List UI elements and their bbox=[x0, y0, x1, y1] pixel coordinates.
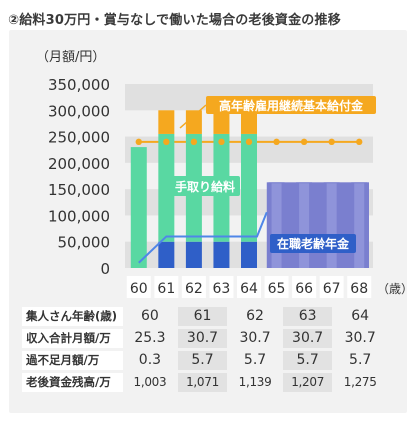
table-cell: 61 bbox=[177, 306, 228, 326]
table-cell: 1,003 bbox=[133, 375, 167, 389]
annotation-bg bbox=[206, 96, 376, 114]
reference-point bbox=[163, 138, 170, 146]
x-tick-box bbox=[264, 276, 289, 298]
table-cell: 25.3 bbox=[134, 330, 166, 346]
x-tick-label: 61 bbox=[157, 281, 175, 297]
x-tick-label: 65 bbox=[268, 281, 286, 297]
table-cell: 60 bbox=[141, 308, 159, 324]
table-cell: 30.7 bbox=[239, 330, 271, 346]
table-cell: 0.3 bbox=[138, 352, 162, 368]
table-cell: 64 bbox=[351, 308, 370, 324]
x-tick-label: 62 bbox=[185, 281, 203, 297]
table-cell: 1,139 bbox=[238, 375, 272, 389]
bar-segment bbox=[158, 241, 175, 268]
row-label: 収入合計月額/万 bbox=[22, 328, 124, 348]
x-tick-box bbox=[237, 276, 261, 298]
x-tick-box bbox=[209, 276, 234, 298]
pension-block bbox=[266, 182, 369, 268]
reference-point bbox=[245, 138, 253, 146]
x-tick-label: 63 bbox=[213, 281, 231, 297]
x-tick-box bbox=[292, 276, 317, 298]
reference-point bbox=[273, 138, 280, 146]
table-cell: 30.7 bbox=[177, 328, 228, 348]
x-axis-suffix: （歳） bbox=[377, 282, 413, 296]
pension-stripe bbox=[299, 183, 310, 268]
bar-segment bbox=[185, 241, 202, 268]
row-label: 過不足月額/万 bbox=[22, 350, 124, 370]
x-tick-label: 60 bbox=[130, 281, 148, 297]
y-tick-label: 350,000 bbox=[48, 76, 110, 94]
x-tick-box bbox=[154, 276, 179, 298]
bar-segment bbox=[158, 110, 175, 134]
annotation-label: 高年齢雇用継続基本給付金 bbox=[219, 98, 364, 113]
pension-stripe bbox=[326, 183, 337, 268]
page-title: ②給料30万円・賞与なしで働いた場合の老後資金の推移 bbox=[8, 13, 341, 28]
x-tick-label: 64 bbox=[240, 281, 258, 297]
table-cell: 5.7 bbox=[349, 352, 372, 368]
data-table: 集人さん年齢(歳) 60 61 62 63 64 収入合計月額/万 25.3 3… bbox=[22, 305, 388, 393]
annotation-bg bbox=[270, 234, 356, 253]
table-cell: 5.7 bbox=[243, 352, 267, 368]
table-cell: 5.7 bbox=[282, 350, 333, 370]
table-cell: 1,071 bbox=[177, 372, 228, 392]
row-label: 老後資金残高/万 bbox=[22, 372, 124, 392]
table-cell: 62 bbox=[246, 308, 264, 324]
y-tick-label: 150,000 bbox=[48, 181, 110, 199]
y-tick-label: 100,000 bbox=[48, 207, 110, 225]
table-row-balance: 老後資金残高/万 1,003 1,071 1,139 1,207 1,275 bbox=[22, 371, 388, 393]
y-tick-label: 250,000 bbox=[48, 129, 110, 147]
table-cell: 1,207 bbox=[282, 372, 333, 392]
bar-segment bbox=[158, 133, 175, 242]
bar-segment bbox=[213, 241, 230, 268]
reference-point bbox=[300, 138, 308, 146]
annotation-bg bbox=[170, 176, 240, 196]
annotation-label: 手取り給料 bbox=[175, 179, 235, 194]
x-tick-box bbox=[181, 276, 206, 298]
table-cell: 1,275 bbox=[343, 375, 377, 389]
table-cell: 5.7 bbox=[177, 350, 228, 370]
reference-point bbox=[135, 138, 142, 146]
table-row-age: 集人さん年齢(歳) 60 61 62 63 64 bbox=[22, 305, 388, 327]
y-axis-unit-label: （月額/円） bbox=[36, 50, 106, 65]
table-cell: 30.7 bbox=[344, 330, 376, 346]
reference-point bbox=[328, 138, 335, 146]
reference-point bbox=[218, 138, 225, 146]
y-tick-label: 50,000 bbox=[58, 234, 111, 252]
table-row-income: 収入合計月額/万 25.3 30.7 30.7 30.7 30.7 bbox=[22, 327, 388, 349]
annotation-pointer bbox=[179, 104, 207, 129]
pension-stripe bbox=[271, 183, 282, 268]
x-tick-box bbox=[126, 276, 151, 298]
bar-segment bbox=[241, 133, 257, 242]
bar-segment bbox=[185, 110, 202, 134]
table-row-surplus: 過不足月額/万 0.3 5.7 5.7 5.7 5.7 bbox=[22, 349, 388, 371]
reference-point bbox=[190, 138, 198, 146]
x-tick-box bbox=[319, 276, 344, 298]
bar-segment bbox=[241, 110, 257, 134]
x-tick-box bbox=[347, 276, 372, 298]
row-label: 集人さん年齢(歳) bbox=[22, 306, 124, 326]
x-tick-label: 68 bbox=[350, 281, 368, 297]
bar-segment bbox=[213, 110, 230, 134]
y-tick-label: 0 bbox=[100, 260, 110, 278]
table-cell: 63 bbox=[282, 306, 333, 326]
annotation-label: 在職老齢年金 bbox=[277, 236, 350, 251]
y-tick-label: 200,000 bbox=[48, 155, 110, 173]
pension-stripe bbox=[354, 183, 365, 268]
reference-point bbox=[356, 138, 363, 146]
connector-line bbox=[138, 211, 268, 264]
bar-segment bbox=[130, 147, 147, 268]
x-tick-label: 67 bbox=[323, 281, 341, 297]
y-tick-label: 300,000 bbox=[48, 102, 110, 120]
bar-segment bbox=[241, 241, 257, 268]
table-cell: 30.7 bbox=[282, 328, 333, 348]
x-tick-label: 66 bbox=[295, 281, 313, 297]
